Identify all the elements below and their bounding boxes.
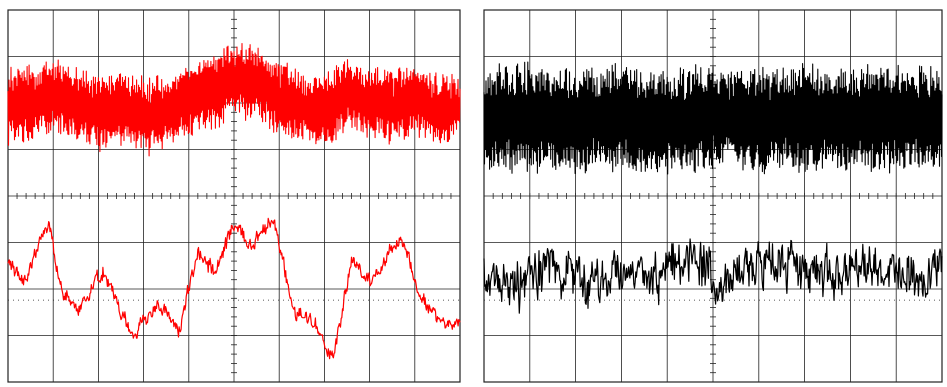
oscilloscope-screen-left xyxy=(7,9,461,383)
oscilloscope-panel-right xyxy=(480,0,947,387)
lower-signal-trace xyxy=(7,217,461,360)
oscilloscope-screen-right xyxy=(483,9,943,383)
center-axis-ticks xyxy=(483,9,943,383)
lower-signal-trace xyxy=(483,238,943,314)
oscilloscope-panel-left xyxy=(0,0,466,387)
upper-signal-trace xyxy=(483,61,943,175)
upper-signal-trace xyxy=(7,43,461,157)
